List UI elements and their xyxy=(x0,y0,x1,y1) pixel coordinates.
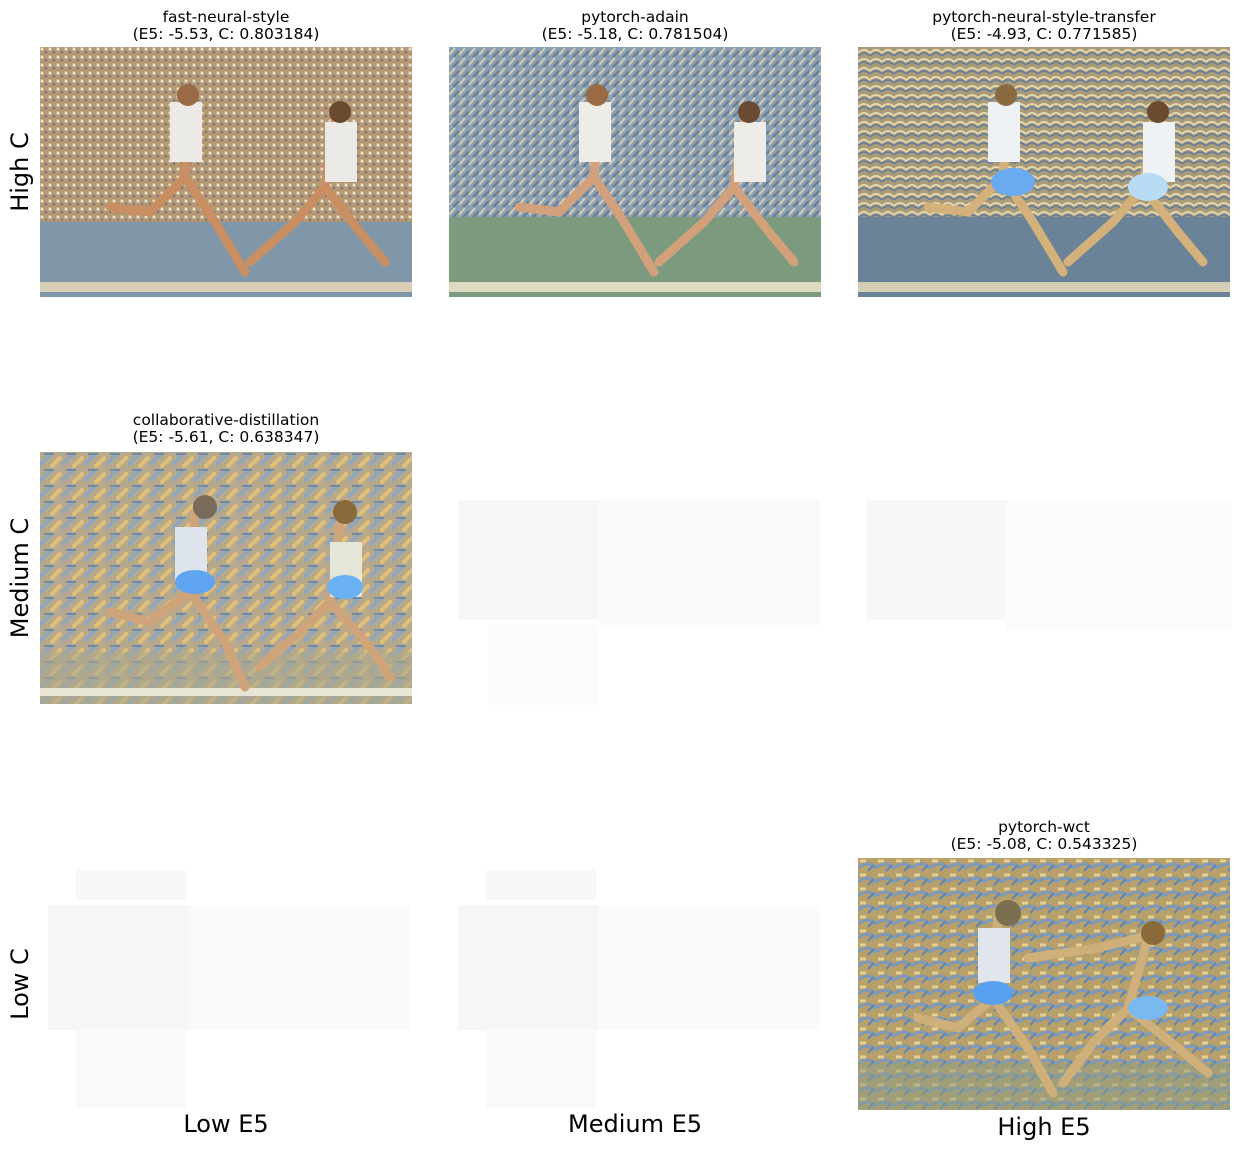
empty-cell-medium-c-medium-e5 xyxy=(458,455,830,715)
col-label-medium-e5: Medium E5 xyxy=(567,1110,703,1138)
panel-title-collaborative-distillation: collaborative-distillation (E5: -5.61, C… xyxy=(132,411,320,446)
panel-title-pytorch-neural-style-transfer: pytorch-neural-style-transfer (E5: -4.93… xyxy=(932,8,1156,43)
panel-title-fast-neural-style: fast-neural-style (E5: -5.53, C: 0.80318… xyxy=(132,8,320,43)
empty-cell-low-c-medium-e5 xyxy=(458,860,830,1120)
empty-cell-low-c-low-e5 xyxy=(48,860,420,1120)
stylized-image-fast-neural-style xyxy=(40,47,412,297)
row-label-low-c: Low C xyxy=(6,948,34,1020)
col-label-low-e5: Low E5 xyxy=(183,1110,269,1138)
panel-title-pytorch-wct: pytorch-wct (E5: -5.08, C: 0.543325) xyxy=(950,818,1138,853)
stylized-image-pytorch-adain xyxy=(449,47,821,297)
stylized-image-collaborative-distillation xyxy=(40,452,412,704)
col-label-high-e5: High E5 xyxy=(997,1113,1091,1141)
row-label-medium-c: Medium C xyxy=(6,517,34,639)
row-label-high-c: High C xyxy=(6,132,34,212)
stylized-image-pytorch-wct xyxy=(858,858,1230,1110)
stylized-image-pytorch-neural-style-transfer xyxy=(858,47,1230,297)
empty-cell-medium-c-high-e5 xyxy=(866,455,1238,715)
panel-title-pytorch-adain: pytorch-adain (E5: -5.18, C: 0.781504) xyxy=(541,8,729,43)
